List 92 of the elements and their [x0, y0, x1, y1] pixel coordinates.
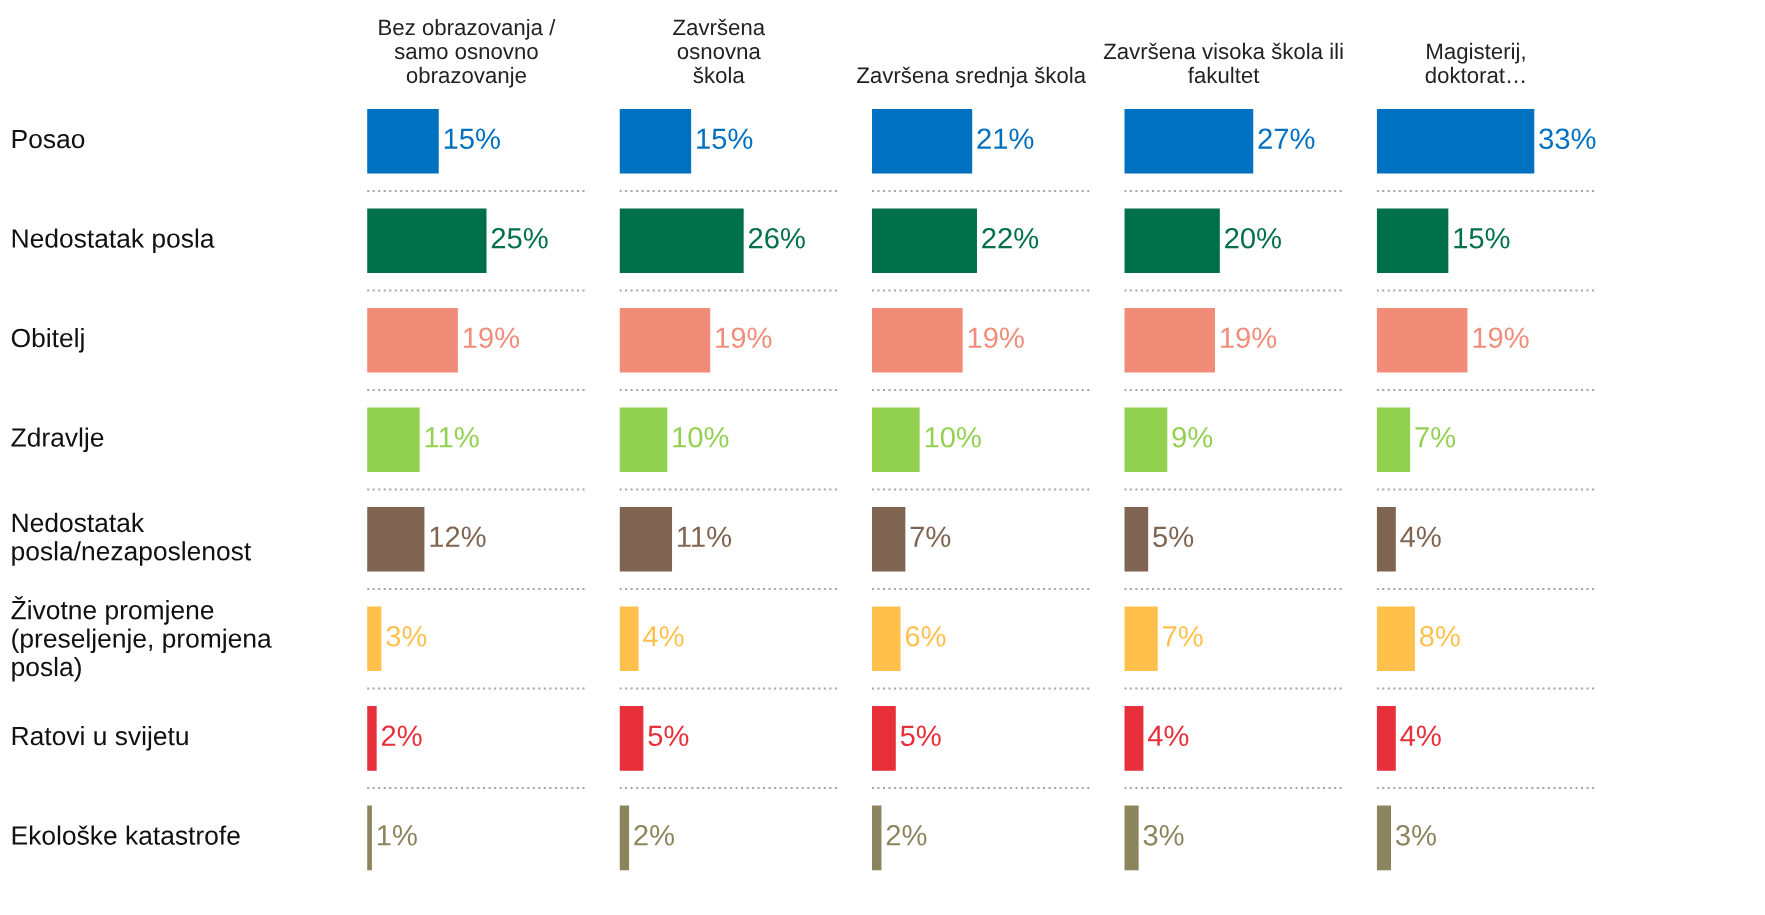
y-tick-label: Obitelj: [11, 327, 84, 353]
data-label: 7%: [1163, 626, 1203, 647]
bar: [1124, 606, 1158, 672]
bar: [1376, 606, 1415, 672]
bar: [367, 407, 420, 473]
data-label: 3%: [1143, 824, 1184, 846]
bar: [619, 307, 711, 373]
bar: [1124, 307, 1216, 373]
data-label: 2%: [886, 824, 927, 846]
y-tick-label: Nedostatak posla: [12, 228, 215, 254]
data-label: 10%: [925, 426, 981, 448]
bar: [619, 606, 639, 672]
data-label: 15%: [697, 128, 753, 150]
data-label: 4%: [1147, 725, 1189, 747]
bar: [367, 307, 458, 373]
data-label: 19%: [1473, 327, 1529, 349]
bar: [871, 805, 882, 871]
bar: [367, 606, 382, 672]
bar: [619, 208, 744, 274]
bar: [1124, 805, 1139, 871]
data-label: 4%: [643, 626, 684, 647]
data-label: 21%: [977, 128, 1034, 149]
data-label: 7%: [910, 526, 951, 547]
bar: [1376, 506, 1396, 572]
data-label: 26%: [748, 227, 805, 249]
chart-title: Magisterij, doktorat…: [1425, 42, 1525, 84]
bar: [1124, 208, 1220, 274]
bar: [1376, 208, 1449, 274]
data-label: 9%: [1172, 426, 1213, 448]
bar: [1376, 108, 1535, 174]
data-label: 11%: [678, 526, 732, 547]
bar: [871, 307, 963, 373]
bar: [619, 407, 668, 473]
bar: [871, 506, 906, 572]
bar: [619, 108, 692, 174]
data-label: 19%: [716, 327, 772, 349]
bar: [871, 705, 896, 771]
data-label: 33%: [1539, 128, 1596, 150]
y-tick-label: Zdravlje: [11, 427, 104, 453]
bar: [1124, 108, 1254, 174]
bar: [871, 606, 901, 672]
bar: [619, 705, 644, 771]
bar: [1376, 805, 1392, 871]
y-tick-label: Životne promjene (preseljenje, promjena posla): [11, 596, 272, 682]
data-label: 3%: [386, 625, 427, 647]
bar: [367, 506, 425, 572]
data-label: 4%: [1400, 725, 1441, 747]
data-label: 19%: [968, 327, 1024, 349]
bar: [367, 705, 377, 771]
bar: [1376, 307, 1468, 373]
data-label: 5%: [648, 725, 689, 747]
chart-title: Bez obrazovanja / samo osnovno obrazovanje: [379, 18, 556, 88]
data-label: 20%: [1225, 227, 1281, 249]
chart-title: Završena visoka škola ili fakultet: [1103, 42, 1343, 84]
data-label: 2%: [634, 824, 674, 846]
chart-title: Završena srednja škola: [857, 66, 1087, 88]
bar: [1376, 705, 1396, 771]
data-label: 2%: [381, 725, 422, 747]
data-label: 25%: [491, 227, 548, 249]
data-label: 7%: [1415, 427, 1456, 448]
data-label: 12%: [430, 526, 486, 547]
data-label: 19%: [1221, 327, 1277, 349]
bar: [871, 108, 973, 174]
bar: [1124, 506, 1149, 572]
data-label: 6%: [905, 625, 946, 647]
data-label: 19%: [463, 327, 520, 349]
bar: [871, 208, 977, 274]
data-label: 11%: [425, 427, 479, 448]
bar: [1124, 705, 1144, 771]
chart-title: Završena osnovna škola: [673, 18, 766, 84]
data-label: 5%: [1153, 526, 1194, 548]
data-label: 3%: [1395, 824, 1436, 846]
data-label: 15%: [1454, 228, 1510, 249]
y-tick-label: Posao: [12, 129, 85, 149]
bar: [619, 506, 673, 572]
data-label: 4%: [1400, 526, 1441, 547]
bar: [871, 407, 920, 473]
data-label: 10%: [673, 426, 729, 448]
data-label: 22%: [982, 227, 1039, 249]
data-label: 27%: [1258, 128, 1315, 149]
data-label: 1%: [377, 825, 417, 846]
data-label: 15%: [444, 128, 500, 150]
y-tick-label: Nedostatak posla/nezaposlenost: [12, 512, 251, 566]
bar: [1124, 407, 1168, 473]
data-label: 5%: [900, 725, 941, 747]
bar: [367, 208, 487, 274]
y-tick-label: Ekološke katastrofe: [12, 825, 240, 845]
bar: [367, 108, 439, 174]
bar: [1376, 407, 1411, 473]
y-tick-label: Ratovi u svijetu: [12, 725, 188, 751]
bar: [619, 805, 630, 871]
data-label: 8%: [1419, 625, 1460, 647]
